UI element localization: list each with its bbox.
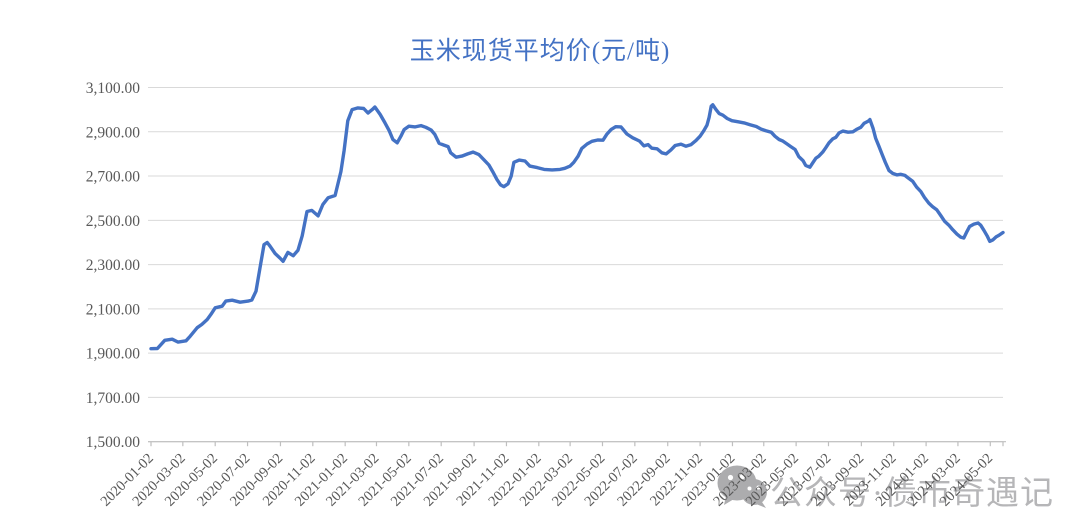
y-tick-label: 2,500.00 [86,213,141,230]
y-tick-label: 1,900.00 [86,346,141,363]
chart-title: 玉米现货平均价(元/吨) [409,38,671,65]
y-tick-label: 2,300.00 [86,257,141,274]
y-tick-label: 2,900.00 [86,124,141,141]
wechat-logo-shapes [717,465,767,508]
y-tick-label: 1,700.00 [86,390,141,407]
watermark-text: 公众号·债市奇遇记 [770,476,1054,512]
y-tick-label: 3,100.00 [86,80,141,97]
axis-tick-marks [150,441,1004,447]
y-tick-label: 2,100.00 [86,301,141,318]
y-axis-labels: 3,100.00 2,900.00 2,700.00 2,500.00 2,300.00… [86,80,141,451]
y-tick-label: 1,500.00 [86,434,141,451]
x-axis-labels: 2020-01-022020-03-022020-05-022020-07-02… [98,451,996,510]
price-line-path [149,103,1005,351]
y-tick-label: 2,700.00 [86,169,141,186]
gridlines [148,87,1003,443]
price-line-series [149,103,1005,351]
wechat-logo-icon [717,465,767,508]
watermark: 公众号·债市奇遇记 [712,460,1072,526]
